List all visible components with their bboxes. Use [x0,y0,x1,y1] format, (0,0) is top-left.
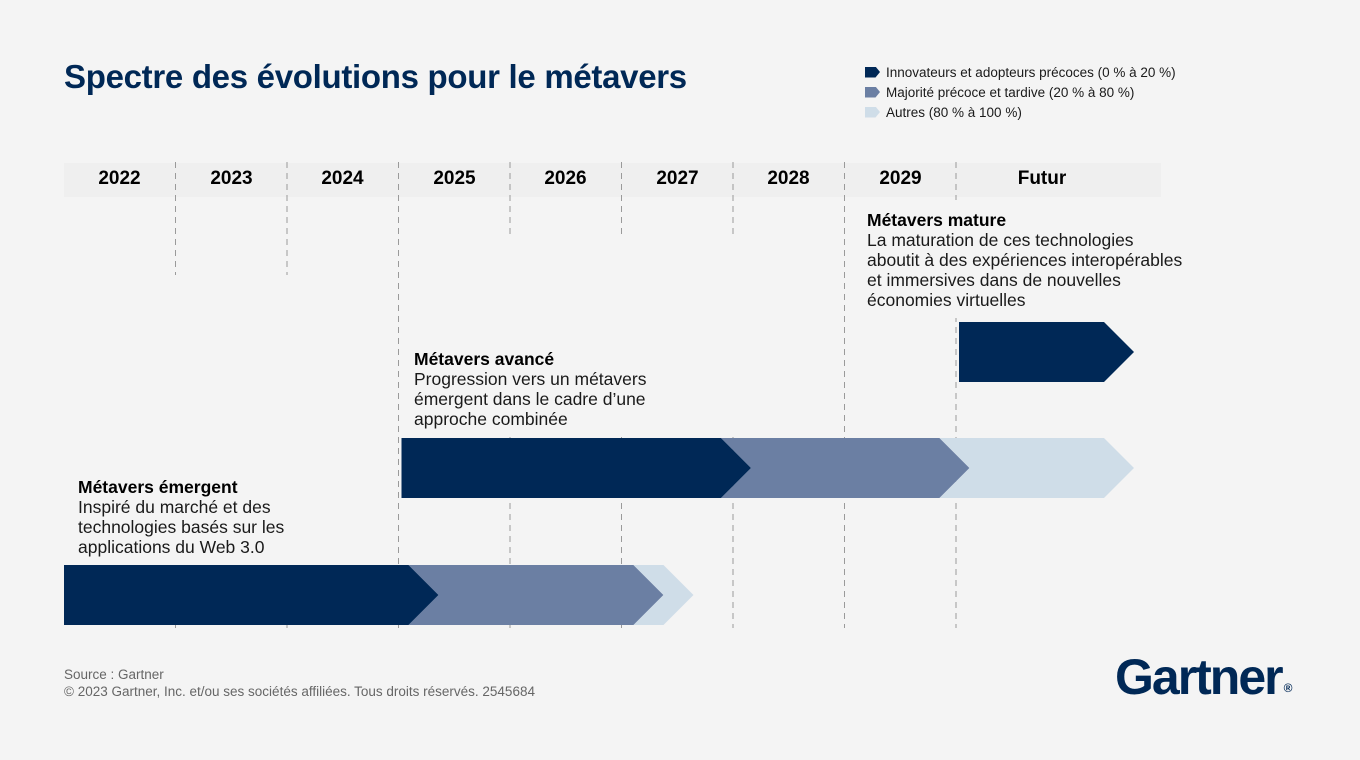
phase-description-line: Inspiré du marché et des [78,497,271,517]
legend-item: Innovateurs et adopteurs précoces (0 % à… [865,62,1176,82]
timeline-segment [401,438,751,498]
legend-label: Autres (80 % à 100 %) [886,104,1022,120]
legend-arrow-icon [865,86,880,98]
phase-description-line: La maturation de ces technologies [867,230,1134,250]
year-label: 2024 [321,168,364,189]
year-label: 2029 [879,168,922,189]
phase-emergent-label: Métavers émergent Inspiré du marché et d… [78,477,284,557]
timeline-segment [64,565,439,625]
timeline-segment [939,438,1134,498]
legend-arrow-icon [865,66,880,78]
phase-description-line: technologies basés sur les [78,517,285,537]
year-label: 2028 [767,168,810,189]
phase-title: Métavers mature [867,210,1007,230]
page-title: Spectre des évolutions pour le métavers [64,58,687,95]
footer: Source : Gartner © 2023 Gartner, Inc. et… [64,666,535,700]
phase-advanced-label: Métavers avancé Progression vers un méta… [414,349,646,429]
timeline-segment [408,565,664,625]
year-label: 2026 [544,168,587,189]
logo-text: Gartner [1115,649,1284,705]
phase-description-line: approche combinée [414,409,568,429]
year-label: 2022 [98,168,141,189]
legend-item: Autres (80 % à 100 %) [865,102,1176,122]
year-label: 2027 [656,168,699,189]
year-label: 2025 [433,168,476,189]
source-note: Source : Gartner [64,667,164,682]
label-panel [858,200,1220,318]
timeline-segment [721,438,970,498]
phase-mature-label: Métavers mature La maturation de ces tec… [867,210,1182,310]
year-header-band [64,163,1161,197]
legend-label: Innovateurs et adopteurs précoces (0 % à… [886,64,1176,80]
phase-description-line: économies virtuelles [867,290,1026,310]
gartner-logo: Gartner ® [1115,648,1292,706]
timeline-segment [959,322,1134,382]
phase-description-line: émergent dans le cadre d’une [414,389,646,409]
legend-item: Majorité précoce et tardive (20 % à 80 %… [865,82,1176,102]
label-panel [402,238,752,436]
year-label: 2023 [210,168,253,189]
phase-description-line: et immersives dans de nouvelles [867,270,1121,290]
legend: Innovateurs et adopteurs précoces (0 % à… [865,62,1176,122]
legend-arrow-icon [865,106,880,118]
registered-mark: ® [1283,681,1293,695]
legend-label: Majorité précoce et tardive (20 % à 80 %… [886,84,1135,100]
phase-title: Métavers émergent [78,477,238,497]
phase-description-line: Progression vers un métavers [414,369,647,389]
timeline-segment [633,565,694,625]
phase-description-line: aboutit à des expériences interopérables [867,250,1183,270]
copyright-note: © 2023 Gartner, Inc. et/ou ses sociétés … [64,684,535,699]
phase-title: Métavers avancé [414,349,555,369]
year-label: Futur [1017,168,1067,189]
label-panel [64,275,382,565]
phase-description-line: applications du Web 3.0 [78,537,265,557]
